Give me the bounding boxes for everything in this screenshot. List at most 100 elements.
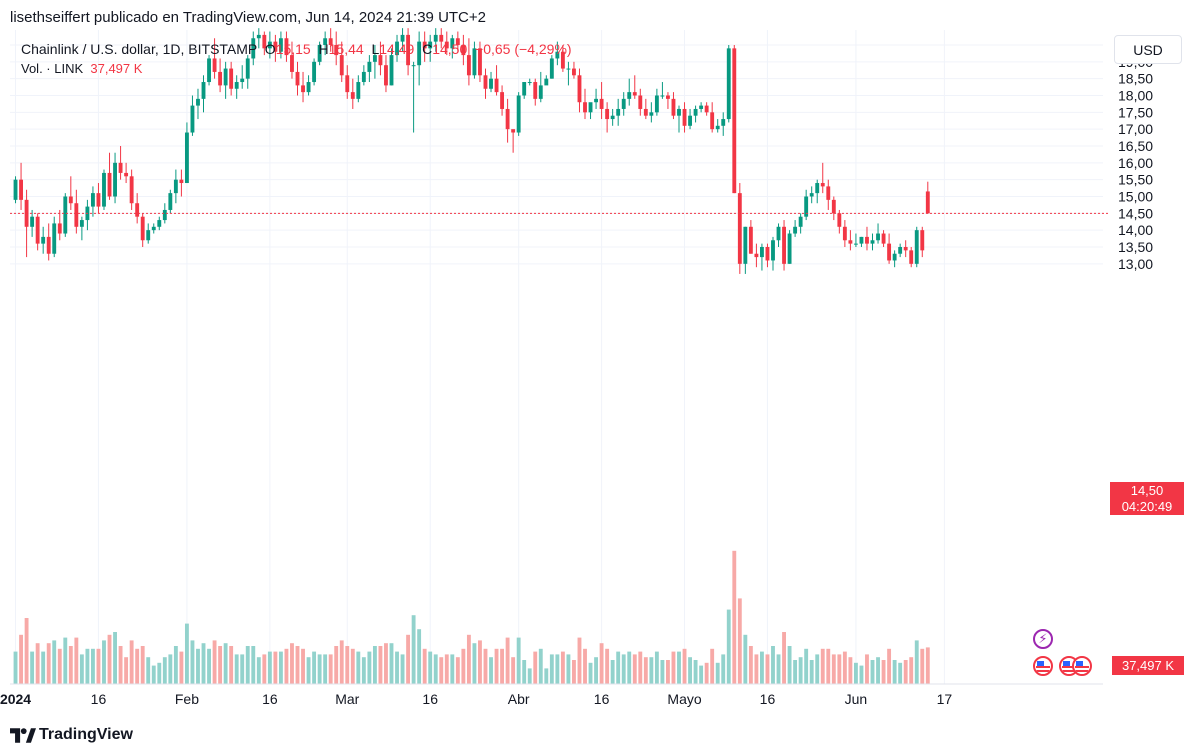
candle-body bbox=[494, 78, 499, 93]
volume-bar bbox=[483, 648, 488, 684]
candle-body bbox=[350, 92, 355, 99]
volume-bar bbox=[809, 660, 814, 684]
time-tick-label: Abr bbox=[508, 691, 530, 707]
price-tick-label: 14,00 bbox=[1118, 222, 1153, 238]
volume-bar bbox=[229, 646, 234, 684]
candle-body bbox=[538, 85, 543, 99]
volume-bar bbox=[765, 654, 770, 684]
volume-bar bbox=[704, 662, 709, 684]
volume-bar bbox=[312, 651, 317, 684]
candle-body bbox=[30, 216, 35, 227]
candle-body bbox=[682, 108, 687, 126]
volume-bar bbox=[848, 657, 853, 684]
candle-body bbox=[748, 226, 753, 254]
candle-body bbox=[356, 82, 361, 99]
candle-body bbox=[804, 196, 809, 217]
candle-body bbox=[328, 38, 333, 45]
candle-body bbox=[118, 162, 123, 173]
volume-bar bbox=[400, 654, 405, 684]
volume-bar bbox=[815, 654, 820, 684]
volume-bar bbox=[24, 618, 29, 684]
candle-body bbox=[400, 34, 405, 42]
candle-body bbox=[113, 162, 117, 197]
volume-bar bbox=[455, 657, 460, 684]
volume-bar bbox=[638, 651, 643, 684]
candle-body bbox=[41, 236, 46, 244]
candle-body bbox=[218, 71, 223, 86]
volume-bar bbox=[328, 654, 333, 684]
candle-body bbox=[179, 179, 184, 184]
price-tick-label: 17,00 bbox=[1118, 121, 1153, 137]
candle-body bbox=[632, 92, 637, 96]
volume-bar bbox=[826, 648, 831, 684]
volume-bar bbox=[522, 660, 527, 684]
volume-bar bbox=[439, 657, 444, 684]
price-tick-label: 16,50 bbox=[1118, 138, 1153, 154]
candle-body bbox=[444, 41, 449, 49]
candle-body bbox=[184, 132, 189, 184]
candle-body bbox=[90, 193, 95, 207]
volume-bar bbox=[715, 662, 720, 684]
candle-body bbox=[234, 82, 239, 89]
candle-body bbox=[124, 172, 129, 177]
volume-bar bbox=[240, 654, 245, 684]
candle-body bbox=[455, 38, 460, 45]
bolt-icon[interactable]: ⚡ bbox=[1033, 629, 1053, 649]
legend-close: 14,50 bbox=[432, 41, 468, 57]
candle-body bbox=[372, 55, 377, 62]
volume-bar bbox=[466, 634, 471, 684]
volume-bar bbox=[759, 651, 764, 684]
volume-bar bbox=[74, 637, 79, 684]
candle-body bbox=[146, 230, 151, 241]
candle-body bbox=[461, 44, 466, 56]
candle-body bbox=[433, 34, 438, 42]
volume-bar bbox=[782, 632, 786, 684]
candle-body bbox=[339, 55, 344, 76]
volume-bar bbox=[85, 648, 90, 684]
candle-body bbox=[638, 95, 643, 109]
candle-body bbox=[511, 129, 516, 133]
volume-bar bbox=[113, 632, 117, 684]
candle-body bbox=[173, 179, 178, 194]
candle-body bbox=[157, 220, 162, 227]
volume-bar bbox=[566, 654, 571, 684]
candle-body bbox=[63, 196, 68, 234]
price-tick-label: 15,50 bbox=[1118, 172, 1153, 188]
candle-body bbox=[417, 41, 422, 66]
volume-bar bbox=[627, 651, 632, 684]
volume-bar bbox=[306, 657, 311, 684]
candle-body bbox=[406, 34, 411, 66]
candle-body bbox=[815, 183, 820, 194]
us-flag-icon[interactable] bbox=[1033, 656, 1053, 676]
volume-bar bbox=[41, 651, 46, 684]
candle-body bbox=[168, 193, 173, 210]
volume-bar bbox=[677, 651, 681, 684]
volume-bar bbox=[162, 657, 167, 684]
candle-body bbox=[831, 199, 836, 214]
tradingview-logo[interactable]: TradingView bbox=[10, 724, 133, 746]
volume-bar bbox=[511, 657, 516, 684]
volume-bar bbox=[345, 646, 350, 684]
us-flag-icon[interactable] bbox=[1072, 656, 1092, 676]
currency-button[interactable]: USD bbox=[1114, 35, 1182, 64]
volume-bar bbox=[682, 648, 687, 684]
price-tick-label: 18,00 bbox=[1118, 87, 1153, 103]
candle-body bbox=[79, 220, 84, 227]
volume-bar bbox=[853, 662, 858, 684]
legend-high-label: H bbox=[318, 41, 329, 57]
candle-body bbox=[102, 172, 106, 207]
volume-bar bbox=[837, 654, 842, 684]
candle-body bbox=[212, 58, 217, 72]
candle-body bbox=[489, 78, 493, 89]
volume-bar bbox=[538, 648, 543, 684]
legend-close-label: C bbox=[422, 41, 433, 57]
candle-body bbox=[654, 95, 659, 113]
candle-body bbox=[378, 55, 383, 66]
volume-bar bbox=[898, 662, 903, 684]
candle-body bbox=[367, 61, 372, 72]
candle-body bbox=[782, 226, 786, 264]
candle-body bbox=[74, 203, 79, 227]
volume-bar bbox=[865, 654, 869, 684]
volume-bar bbox=[317, 654, 322, 684]
